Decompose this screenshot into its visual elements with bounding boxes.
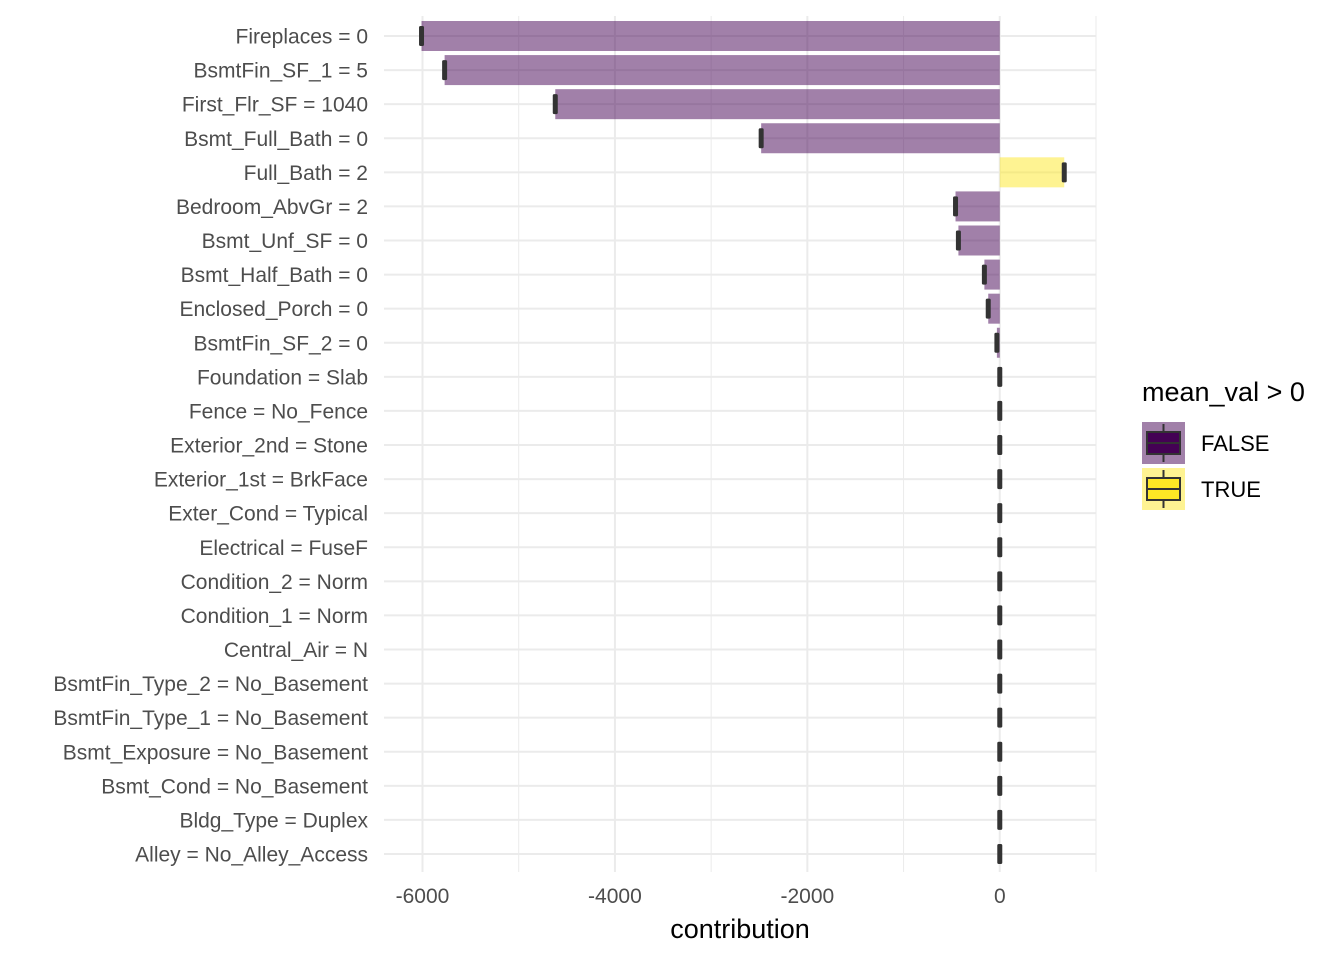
y-tick-label: BsmtFin_SF_2 = 0: [194, 332, 369, 355]
box-marker: [442, 60, 448, 81]
bar: [988, 293, 1000, 324]
box-marker: [997, 469, 1003, 490]
legend: mean_val > 0 FALSE TRUE: [1142, 377, 1305, 510]
y-tick-label: Fence = No_Fence: [189, 400, 368, 423]
bar: [444, 55, 1000, 86]
box-marker: [997, 537, 1003, 558]
y-tick-label: Bsmt_Half_Bath = 0: [181, 264, 368, 287]
box-markers: [419, 26, 1067, 864]
y-tick-label: BsmtFin_Type_1 = No_Basement: [53, 707, 368, 730]
y-tick-label: Bldg_Type = Duplex: [179, 809, 368, 832]
y-tick-label: Bsmt_Exposure = No_Basement: [63, 741, 368, 764]
x-tick-label: -4000: [588, 885, 642, 908]
box-marker: [997, 571, 1003, 592]
box-marker: [997, 809, 1003, 830]
box-marker: [994, 332, 1000, 353]
bar: [984, 259, 1000, 290]
box-marker: [552, 94, 558, 115]
bar: [999, 157, 1065, 188]
y-tick-label: BsmtFin_SF_1 = 5: [194, 60, 369, 83]
legend-item: TRUE: [1142, 468, 1261, 510]
y-tick-label: BsmtFin_Type_2 = No_Basement: [53, 673, 368, 696]
bars: [421, 21, 1065, 358]
bar: [955, 191, 1000, 222]
box-marker: [997, 400, 1003, 421]
y-tick-label: Central_Air = N: [224, 639, 368, 662]
box-marker: [997, 605, 1003, 626]
y-axis-labels: Fireplaces = 0 BsmtFin_SF_1 = 5 First_Flr_…: [53, 26, 368, 867]
box-marker: [997, 503, 1003, 524]
box-marker: [981, 264, 987, 285]
box-marker: [758, 128, 764, 149]
x-tick-label: -2000: [780, 885, 834, 908]
y-tick-label: Exter_Cond = Typical: [168, 503, 368, 526]
box-marker: [997, 844, 1003, 864]
y-tick-label: Exterior_1st = BrkFace: [154, 469, 368, 492]
box-marker: [997, 639, 1003, 660]
bar: [761, 123, 1000, 154]
y-tick-label: Electrical = FuseF: [199, 537, 368, 560]
box-marker: [997, 707, 1003, 728]
x-axis-ticks: -6000 -4000 -2000 0: [396, 885, 1006, 908]
y-tick-label: Bsmt_Unf_SF = 0: [202, 230, 368, 253]
legend-label: FALSE: [1201, 431, 1269, 456]
box-marker: [997, 741, 1003, 762]
box-marker: [1061, 162, 1067, 183]
bar: [555, 89, 1000, 120]
bar: [958, 225, 1000, 256]
box-marker: [997, 673, 1003, 694]
y-tick-label: Enclosed_Porch = 0: [179, 298, 368, 321]
y-tick-label: Alley = No_Alley_Access: [135, 844, 368, 867]
y-tick-label: Bedroom_AbvGr = 2: [176, 196, 368, 219]
legend-item: FALSE: [1142, 422, 1269, 464]
box-marker: [985, 298, 991, 319]
y-tick-label: Bsmt_Full_Bath = 0: [184, 128, 368, 151]
box-marker: [997, 435, 1003, 455]
y-tick-label: Bsmt_Cond = No_Basement: [101, 775, 368, 798]
y-tick-label: Condition_2 = Norm: [181, 571, 368, 594]
y-tick-label: Full_Bath = 2: [244, 162, 368, 185]
box-marker: [997, 366, 1003, 387]
legend-label: TRUE: [1201, 477, 1261, 502]
box-marker: [955, 230, 961, 251]
y-tick-label: Fireplaces = 0: [236, 26, 368, 49]
y-tick-label: Foundation = Slab: [197, 366, 368, 389]
y-tick-label: First_Flr_SF = 1040: [182, 94, 368, 117]
box-marker: [419, 26, 425, 46]
box-marker: [997, 775, 1003, 796]
y-tick-label: Condition_1 = Norm: [181, 605, 368, 628]
legend-title: mean_val > 0: [1142, 377, 1305, 407]
x-axis-title: contribution: [670, 914, 810, 944]
x-tick-label: 0: [994, 885, 1006, 908]
y-tick-label: Exterior_2nd = Stone: [170, 435, 368, 458]
bar: [421, 21, 1000, 51]
x-tick-label: -6000: [396, 885, 450, 908]
box-marker: [953, 196, 959, 217]
